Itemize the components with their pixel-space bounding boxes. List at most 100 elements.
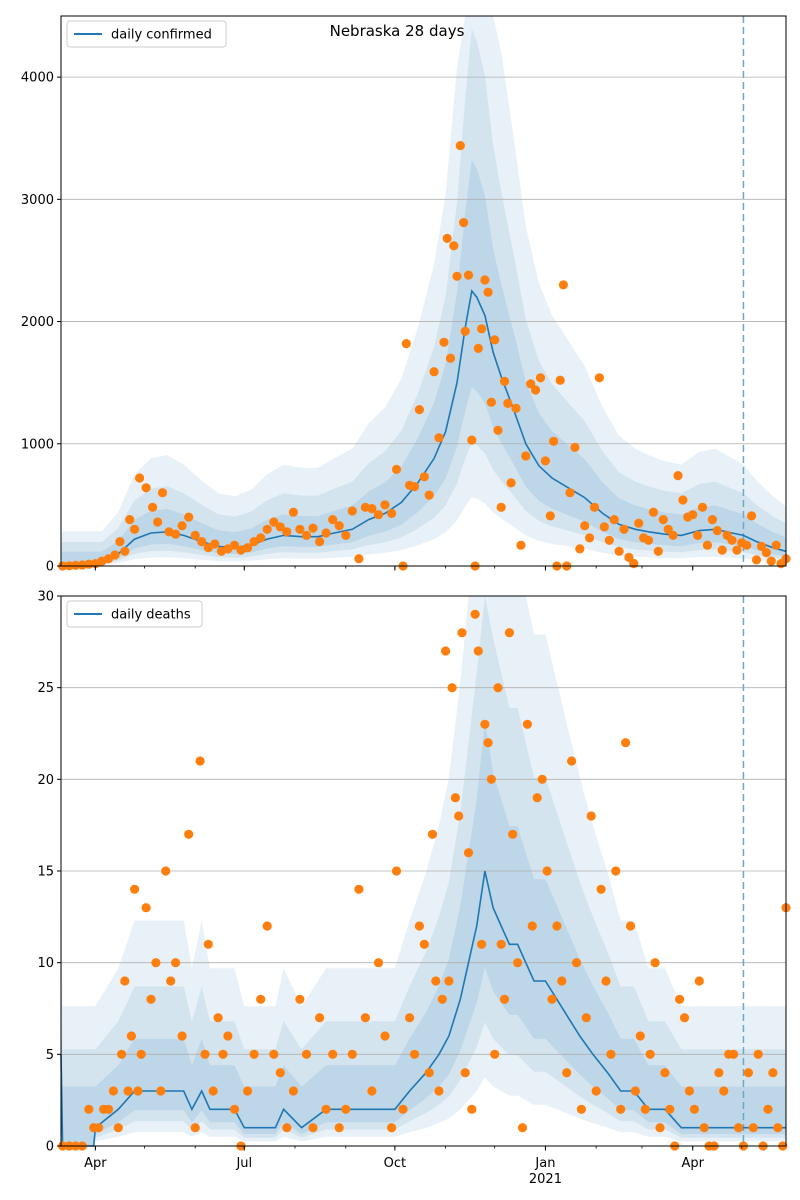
confirmed-data-point <box>648 507 659 517</box>
deaths-data-point <box>630 1086 641 1096</box>
deaths-data-point <box>719 1086 729 1096</box>
confirmed-data-point <box>190 530 200 541</box>
confirmed-data-point <box>496 502 506 512</box>
confirmed-data-point <box>262 524 272 534</box>
deaths-data-point <box>635 1031 645 1041</box>
confirmed-data-point <box>747 511 757 521</box>
deaths-data-point <box>301 1049 312 1059</box>
confirmed-data-point <box>275 522 285 532</box>
deaths-data-point <box>463 848 474 858</box>
deaths-data-point <box>675 994 685 1004</box>
deaths-series-line <box>60 870 786 1147</box>
deaths-data-point <box>454 811 464 821</box>
confirmed-data-point <box>549 436 559 446</box>
confirmed-data-point <box>110 550 120 560</box>
deaths-data-point <box>218 1049 228 1059</box>
confirmed-data-point <box>697 502 708 512</box>
confirmed-data-point <box>540 456 551 466</box>
deaths-points <box>58 609 791 1151</box>
deaths-data-point <box>493 683 503 693</box>
confirmed-data-point <box>712 526 722 536</box>
deaths-data-point <box>473 646 483 656</box>
deaths-data-point <box>660 1068 670 1078</box>
confirmed-data-point <box>673 471 683 481</box>
deaths-data-point <box>517 1123 528 1133</box>
deaths-data-point <box>586 811 596 821</box>
confirmed-data-point <box>732 545 742 555</box>
deaths-data-point <box>130 884 140 894</box>
deaths-data-point <box>537 774 547 784</box>
confirmed-data-point <box>452 271 462 281</box>
confirmed-data-point <box>521 451 531 461</box>
confirmed-data-point <box>531 385 541 395</box>
confirmed-y-tick-label: 4000 <box>21 71 54 86</box>
confirmed-y-tick-label: 2000 <box>21 315 54 330</box>
confirmed-data-point <box>256 533 266 543</box>
deaths-x-tick-label: Apr <box>681 1156 704 1171</box>
deaths-data-point <box>527 921 537 931</box>
deaths-data-point <box>591 1086 601 1096</box>
confirmed-data-point <box>609 515 619 525</box>
deaths-data-point <box>146 994 156 1004</box>
deaths-data-point <box>567 756 577 766</box>
confirmed-x-ticks <box>94 566 743 571</box>
deaths-data-point <box>699 1123 709 1133</box>
confirmed-data-point <box>511 403 521 413</box>
deaths-data-point <box>601 976 611 986</box>
confirmed-data-point <box>380 500 390 510</box>
confirmed-data-point <box>125 515 135 525</box>
deaths-x-tick-label: Oct <box>384 1156 406 1171</box>
confirmed-data-point <box>419 472 429 482</box>
confirmed-data-point <box>570 442 580 452</box>
deaths-x-tick-sublabel: 2021 <box>529 1172 562 1187</box>
deaths-y-tick-label: 15 <box>37 865 54 880</box>
deaths-bands <box>61 596 786 1146</box>
confirmed-data-point <box>766 556 776 566</box>
deaths-data-point <box>84 1104 94 1114</box>
confirmed-band-1 <box>61 16 786 566</box>
confirmed-data-point <box>742 540 752 550</box>
deaths-data-point <box>714 1068 724 1078</box>
deaths-data-point <box>136 1049 146 1059</box>
deaths-data-point <box>460 1068 470 1078</box>
confirmed-data-point <box>373 510 384 520</box>
deaths-y-ticks: 0 5 10 15 20 25 30 <box>37 590 61 1155</box>
confirmed-data-point <box>599 522 609 532</box>
deaths-data-point <box>171 958 181 968</box>
deaths-legend-label: daily deaths <box>111 608 191 623</box>
deaths-x-tick-label: Jan <box>534 1156 555 1171</box>
deaths-data-point <box>177 1031 187 1041</box>
deaths-data-point <box>763 1104 773 1114</box>
deaths-data-point <box>269 1049 279 1059</box>
deaths-data-point <box>467 1104 477 1114</box>
confirmed-data-point <box>467 435 477 445</box>
confirmed-data-point <box>148 502 158 512</box>
deaths-data-point <box>108 1086 118 1096</box>
deaths-data-point <box>414 921 424 931</box>
deaths-data-point <box>655 1123 665 1133</box>
deaths-data-point <box>522 719 533 729</box>
deaths-data-point <box>103 1104 114 1114</box>
deaths-legend: daily deaths <box>66 600 203 628</box>
confirmed-data-point <box>658 515 668 525</box>
deaths-grid <box>61 687 786 1055</box>
deaths-data-point <box>480 719 490 729</box>
deaths-data-point <box>256 994 266 1004</box>
confirmed-data-point <box>328 515 338 525</box>
deaths-data-point <box>729 1049 739 1059</box>
deaths-data-point <box>450 793 460 803</box>
deaths-data-point <box>645 1049 655 1059</box>
deaths-data-point <box>387 1123 397 1133</box>
confirmed-data-point <box>71 560 81 571</box>
confirmed-y-ticks: 0 1000 2000 3000 4000 <box>21 71 61 575</box>
deaths-data-point <box>419 939 429 949</box>
deaths-data-point <box>547 994 557 1004</box>
confirmed-data-point <box>282 527 292 537</box>
confirmed-y-tick-label: 0 <box>46 560 54 575</box>
deaths-data-point <box>606 1049 616 1059</box>
deaths-band-2 <box>61 596 786 1146</box>
deaths-x-tick-label: Apr <box>84 1156 107 1171</box>
confirmed-data-point <box>439 337 449 347</box>
deaths-data-point <box>650 958 660 968</box>
